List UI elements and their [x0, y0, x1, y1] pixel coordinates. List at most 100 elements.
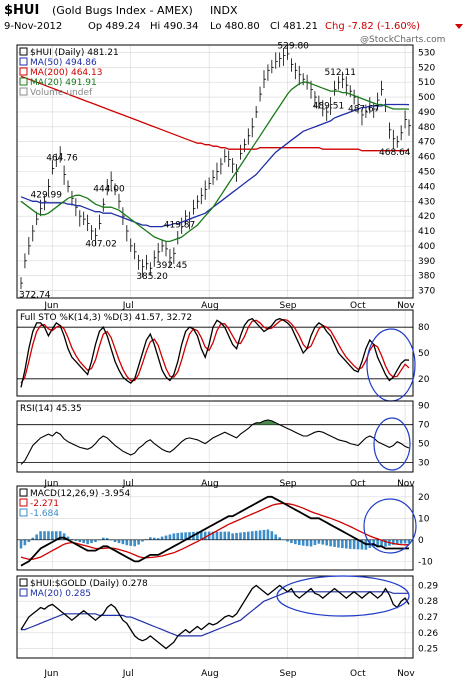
y-tick-label: 0.25 — [418, 645, 438, 655]
header-high: Hi 490.34 — [150, 21, 198, 32]
legend-swatch — [19, 578, 28, 587]
sto-d-line — [20, 318, 410, 384]
header-close: Cl 481.21 — [270, 21, 318, 32]
macd-histogram-bar — [266, 529, 270, 540]
macd-histogram-bar — [333, 539, 336, 547]
macd-histogram-bar — [384, 539, 387, 547]
y-tick-label: 400 — [418, 242, 435, 252]
x-tick-label: Oct — [350, 669, 366, 679]
macd-histogram-bar — [19, 539, 23, 549]
macd-panel: -10 0 10 20 MACD(12,26,9) -3.954-2.271-1.684 — [16, 485, 433, 571]
legend-entry: -1.684 — [30, 509, 59, 519]
header-symbol: $HUI — [4, 3, 39, 18]
macd-histogram-bar — [352, 539, 356, 550]
y-tick-label: 390 — [418, 257, 435, 267]
macd-histogram-bar — [309, 539, 313, 547]
panel-frame — [16, 44, 414, 299]
macd-histogram-bar — [219, 531, 223, 540]
legend-entry: MA(50) 494.86 — [30, 58, 97, 68]
y-tick-label: 370 — [418, 287, 435, 297]
legend-entry: MACD(12,26,9) -3.954 — [30, 489, 131, 499]
macd-histogram-bar — [164, 535, 168, 540]
y-tick-label: 440 — [418, 182, 435, 192]
price-annotation: 489.51 — [313, 102, 345, 112]
macd-histogram-bar — [94, 539, 97, 542]
header-name: (Gold Bugs Index - AMEX) — [52, 4, 193, 17]
macd-histogram-bar — [70, 539, 74, 540]
macd-histogram-bar — [172, 533, 176, 540]
x-tick-label: Oct — [350, 301, 366, 311]
header-low: Lo 480.80 — [210, 21, 260, 32]
macd-histogram-bar — [113, 539, 117, 542]
x-tick-label: Jul — [122, 301, 134, 311]
y-tick-label: 80 — [418, 323, 430, 333]
y-tick-label: 500 — [418, 93, 435, 103]
ratio-panel: 0.25 0.26 0.27 0.28 0.29 $HUI:$GOLD (Daily) 0… — [16, 575, 438, 659]
macd-histogram-bar — [23, 539, 27, 546]
macd-histogram-bar — [184, 532, 187, 540]
macd-histogram-bar — [239, 532, 242, 540]
ma20-line — [20, 81, 410, 243]
macd-histogram-bar — [105, 538, 109, 540]
stochastic-panel: 20 50 80 Full STO %K(14,3) %D(3) 41.57, 32.… — [16, 309, 430, 402]
macd-histogram-bar — [356, 539, 360, 550]
y-tick-label: 380 — [418, 272, 435, 282]
legend-entry: -2.271 — [30, 499, 59, 509]
macd-histogram-bar — [203, 531, 207, 540]
x-tick-label: Nov — [397, 669, 415, 679]
legend-entry: MA(20) 0.285 — [30, 589, 91, 599]
x-tick-label: Sep — [280, 479, 297, 489]
x-tick-label: Sep — [280, 301, 297, 311]
macd-histogram-bar — [137, 539, 140, 545]
macd-histogram-bar — [31, 537, 35, 540]
watermark: @StockCharts.com — [360, 35, 445, 45]
x-tick-label: Aug — [201, 301, 219, 311]
legend-swatch — [19, 87, 28, 96]
macd-histogram-bar — [35, 534, 38, 540]
macd-histogram-bar — [43, 531, 46, 540]
price-annotation: 487.67 — [348, 104, 380, 114]
macd-histogram-bar — [305, 539, 309, 547]
legend-swatch — [19, 488, 28, 497]
macd-histogram-bar — [141, 539, 144, 542]
x-tick-label: Nov — [397, 301, 415, 311]
price-annotation: 392.45 — [156, 261, 188, 271]
y-tick-label: 470 — [418, 138, 435, 148]
x-tick-label: Aug — [201, 479, 219, 489]
header-open: Op 489.24 — [88, 21, 140, 32]
y-tick-label: 480 — [418, 123, 435, 133]
macd-histogram-bar — [348, 539, 352, 549]
legend-swatch — [19, 508, 28, 517]
macd-histogram-bar — [156, 538, 160, 540]
macd-histogram-bar — [160, 536, 164, 540]
macd-histogram-bar — [133, 539, 136, 547]
legend-entry: MA(200) 464.13 — [30, 68, 102, 78]
panel-frame — [16, 575, 414, 659]
y-tick-label: 90 — [418, 402, 430, 412]
y-tick-label: 70 — [418, 421, 430, 431]
macd-histogram-bar — [168, 534, 172, 540]
macd-histogram-bar — [102, 537, 105, 540]
price-annotation: 444.00 — [93, 184, 125, 194]
macd-histogram-bar — [39, 531, 42, 540]
macd-histogram-bar — [82, 539, 86, 544]
legend-swatch — [19, 498, 28, 507]
x-tick-label: Sep — [280, 669, 297, 679]
macd-histogram-bar — [294, 539, 297, 545]
macd-histogram-bar — [317, 539, 321, 544]
macd-histogram-bar — [301, 539, 305, 546]
y-tick-label: 50 — [418, 349, 430, 359]
macd-histogram-bar — [227, 531, 231, 540]
price-annotation: 464.76 — [46, 154, 78, 164]
x-tick-label: Aug — [201, 669, 219, 679]
macd-histogram-bar — [313, 539, 317, 546]
y-tick-label: 0.28 — [418, 597, 438, 607]
macd-histogram-bar — [376, 539, 379, 548]
price-annotation: 429.99 — [31, 190, 63, 200]
price-annotation: 529.80 — [277, 42, 309, 52]
macd-histogram-bar — [243, 532, 246, 540]
macd-histogram-bar — [231, 533, 234, 540]
ratio-line — [20, 584, 410, 650]
y-tick-label: 30 — [418, 459, 430, 469]
y-tick-label: 520 — [418, 63, 435, 73]
